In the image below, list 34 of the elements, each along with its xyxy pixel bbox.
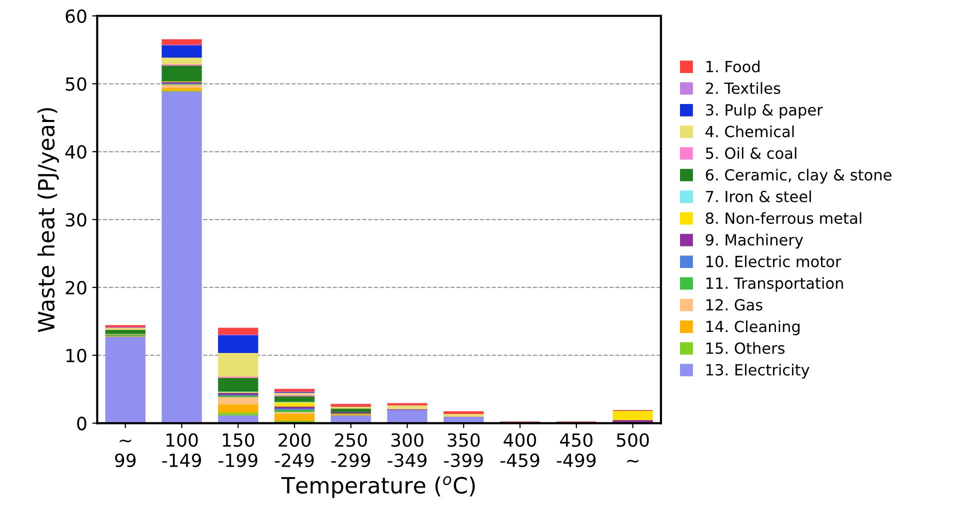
x-tick-label: ∼ 99 [115,439,136,468]
x-tick-label: 200 -249 [274,433,314,468]
x-tick-label: 350 -399 [444,433,483,468]
legend-label: 8. Non-ferrous metal [706,212,862,224]
legend-label: 3. Pulp & paper [706,104,823,119]
y-tick-label: 50 [66,77,86,91]
legend-label: 13. Electricity [706,364,810,379]
y-tick-label: 0 [77,416,86,430]
y-tick-label: 30 [66,212,86,227]
legend-label: 6. Ceramic, clay & stone [706,168,892,184]
y-tick-label: 20 [66,280,86,295]
x-tick-label: 450 -499 [556,433,596,468]
legend-label: 7. Iron & steel [706,190,811,202]
legend-label: 2. Textiles [706,82,780,94]
y-tick-label: 10 [66,348,86,362]
legend-label: 1. Food [706,60,760,72]
x-tick-label: 500 ∼ [616,433,649,463]
x-tick-label: 100 -149 [162,433,201,468]
y-tick-label: 60 [66,9,86,23]
legend-label: 12. Gas [706,299,762,311]
y-axis-title: Waste heat (PJ/year) [37,108,59,332]
legend-label: 5. Oil & coal [706,147,796,159]
legend-label: 15. Others [706,342,785,354]
legend-label: 9. Machinery [706,234,804,249]
legend-label: 14. Cleaning [706,320,800,336]
x-tick-label: 400 -459 [500,433,540,468]
x-tick-label: 250 -299 [331,433,370,468]
legend-label: 11. Transportation [706,277,843,292]
y-tick-label: 40 [65,145,86,159]
x-tick-label: 300 -349 [388,433,426,468]
legend-label: 10. Electric motor [706,255,842,268]
x-tick-label: 150 -199 [218,433,258,468]
legend-label: 4. Chemical [706,126,794,138]
x-axis-title: Temperature ($^{o}$C) [281,476,475,498]
